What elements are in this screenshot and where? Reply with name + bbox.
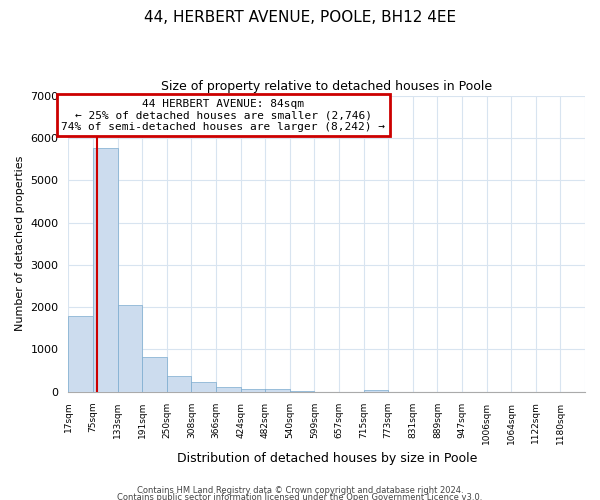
Bar	[142, 357, 167, 392]
Text: Contains HM Land Registry data © Crown copyright and database right 2024.: Contains HM Land Registry data © Crown c…	[137, 486, 463, 495]
Bar	[167, 376, 191, 392]
Bar	[216, 387, 241, 392]
Text: Contains public sector information licensed under the Open Government Licence v3: Contains public sector information licen…	[118, 494, 482, 500]
Y-axis label: Number of detached properties: Number of detached properties	[15, 156, 25, 332]
Bar	[93, 148, 118, 392]
Title: Size of property relative to detached houses in Poole: Size of property relative to detached ho…	[161, 80, 492, 93]
Bar	[241, 390, 265, 392]
Bar	[265, 390, 290, 392]
Bar	[118, 305, 142, 392]
X-axis label: Distribution of detached houses by size in Poole: Distribution of detached houses by size …	[176, 452, 477, 465]
Text: 44, HERBERT AVENUE, POOLE, BH12 4EE: 44, HERBERT AVENUE, POOLE, BH12 4EE	[144, 10, 456, 25]
Bar	[68, 316, 93, 392]
Text: 44 HERBERT AVENUE: 84sqm
← 25% of detached houses are smaller (2,746)
74% of sem: 44 HERBERT AVENUE: 84sqm ← 25% of detach…	[61, 98, 385, 132]
Bar	[191, 382, 216, 392]
Bar	[364, 390, 388, 392]
